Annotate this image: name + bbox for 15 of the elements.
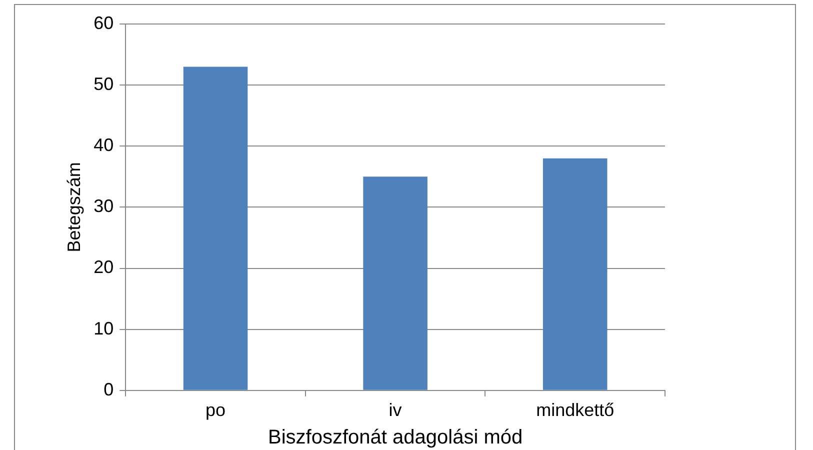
x-tick-label: iv (388, 400, 402, 420)
x-tick-label: mindkettő (536, 400, 614, 420)
y-tick-label: 30 (94, 196, 114, 216)
y-axis-title: Betegszám (64, 162, 84, 252)
x-tick-label: po (206, 400, 226, 420)
x-axis-title: Biszfoszfonát adagolási mód (268, 426, 523, 449)
y-tick-label: 50 (94, 74, 114, 94)
y-tick-label: 60 (94, 12, 114, 33)
y-tick-label: 20 (94, 257, 114, 278)
y-tick-label: 0 (104, 379, 114, 400)
bar (542, 158, 608, 390)
bar (183, 66, 248, 390)
y-tick-label: 10 (94, 318, 114, 338)
bar (363, 176, 428, 390)
y-tick-label: 40 (94, 135, 114, 156)
